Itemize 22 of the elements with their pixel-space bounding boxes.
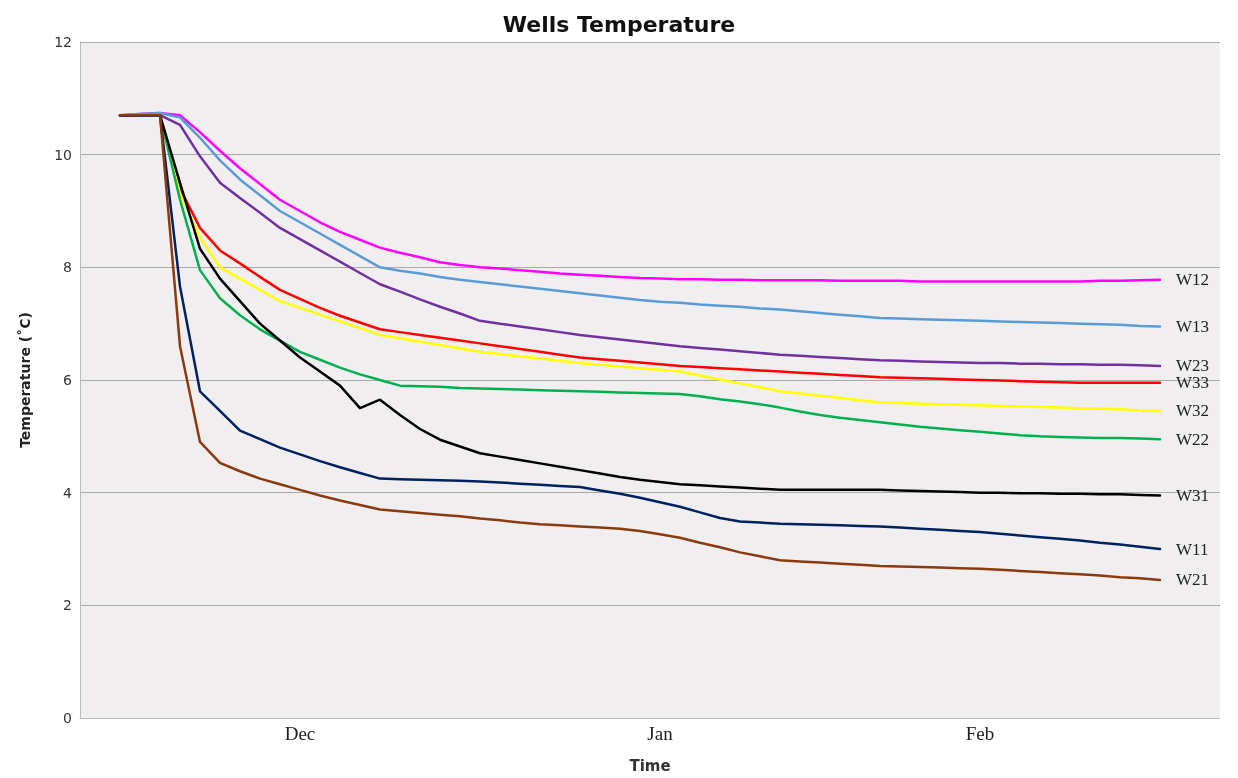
chart-title: Wells Temperature — [502, 11, 736, 37]
x-tick-label: Dec — [284, 723, 316, 744]
y-tick-label: 6 — [63, 372, 73, 388]
series-label: W21 — [1176, 570, 1210, 590]
series-label: W12 — [1176, 270, 1210, 290]
x-tick-label: Jan — [647, 723, 674, 744]
y-tick-label: 10 — [54, 146, 72, 163]
y-tick-label: 2 — [63, 597, 72, 614]
y-axis-title: Temperature (˚C) — [17, 312, 33, 448]
series-label: W22 — [1176, 429, 1210, 449]
series-label: W23 — [1176, 356, 1210, 376]
y-tick-label: 4 — [63, 484, 73, 501]
x-axis-title: Time — [629, 756, 671, 775]
y-tick-label: 12 — [54, 34, 72, 50]
series-label: W13 — [1176, 316, 1210, 336]
y-tick-label: 8 — [63, 259, 72, 276]
series-label: W31 — [1176, 485, 1210, 505]
series-label: W32 — [1176, 401, 1210, 421]
y-tick-label: 0 — [63, 710, 72, 726]
series-label: W33 — [1176, 373, 1210, 393]
series-label: W11 — [1176, 539, 1209, 559]
x-tick-label: Feb — [965, 723, 995, 744]
